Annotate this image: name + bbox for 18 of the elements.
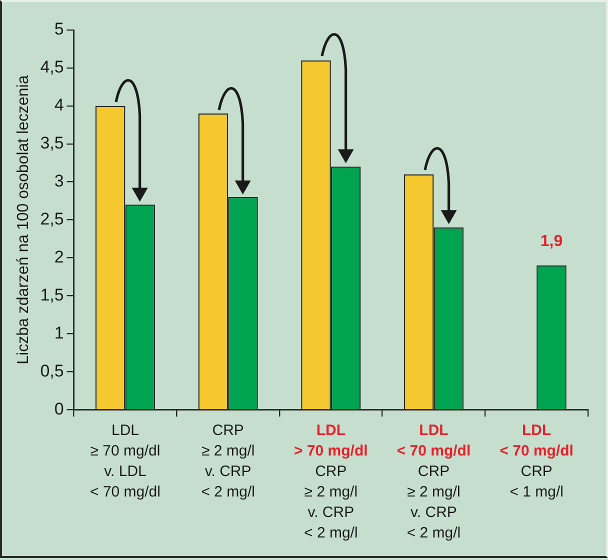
y-tick-label: 1 <box>54 323 64 342</box>
y-tick-label: 4,5 <box>40 58 64 77</box>
y-tick-label: 2,5 <box>40 209 64 228</box>
data-label: 1,9 <box>540 232 563 250</box>
y-tick-label: 2 <box>54 247 64 266</box>
y-tick-label: 3,5 <box>40 134 64 153</box>
y-tick-label: 0 <box>54 399 64 418</box>
x-tick-label: LDL > 70 mg/dl CRP ≥ 2 mg/l v. CRP < 2 mg/l <box>294 422 368 542</box>
x-tick-label: LDL ≥ 70 mg/dl v. LDL < 70 mg/dl <box>90 422 160 501</box>
x-tick-label: CRP ≥ 2 mg/l v. CRP < 2 mg/l <box>201 422 255 501</box>
y-tick-label: 3 <box>54 172 64 191</box>
y-tick-label: 5 <box>54 20 64 39</box>
y-axis-title: Liczba zdarzeń na 100 osobolat leczenia <box>15 75 32 364</box>
y-tick-label: 1,5 <box>40 285 64 304</box>
y-tick-label: 0,5 <box>40 361 64 380</box>
x-tick-label: LDL < 70 mg/dl CRP ≥ 2 mg/l v. CRP < 2 mg/l <box>396 422 471 542</box>
y-tick-label: 4 <box>54 96 64 115</box>
x-tick-label: LDL < 70 mg/dl CRP < 1 mg/l <box>500 422 574 501</box>
